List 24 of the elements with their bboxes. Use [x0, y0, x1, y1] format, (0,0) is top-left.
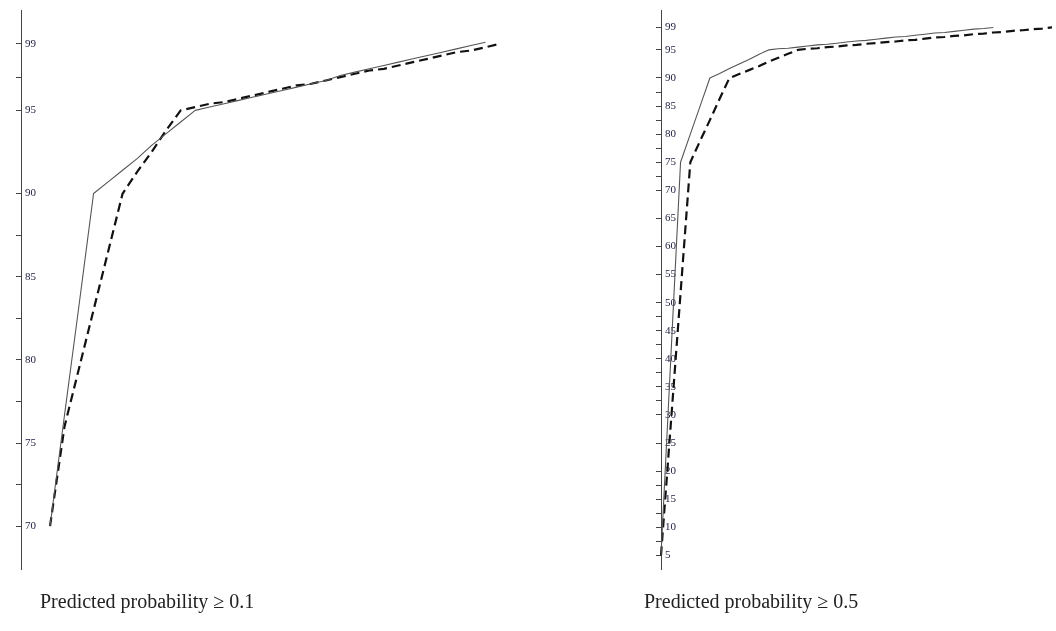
y-tick-label: 65 — [665, 211, 677, 224]
y-tick-label: 70 — [665, 183, 677, 196]
y-tick-label: 90 — [25, 186, 37, 199]
y-tick-label: 60 — [665, 239, 677, 252]
y-tick-label: 45 — [665, 323, 677, 336]
y-tick-label: 95 — [665, 42, 677, 55]
y-tick-label: 80 — [665, 127, 677, 140]
y-tick-label: 75 — [665, 155, 677, 168]
y-tick-label: 55 — [665, 267, 677, 280]
y-tick-label: 80 — [25, 352, 37, 365]
x-axis-title: Predicted probability ≥ 0.5 — [644, 590, 859, 613]
y-tick-label: 15 — [665, 492, 677, 505]
y-tick-label: 70 — [25, 519, 37, 532]
y-tick-label: 85 — [25, 269, 37, 282]
y-tick-label: 95 — [25, 103, 37, 116]
y-tick-label: 5 — [665, 548, 671, 561]
y-tick-label: 90 — [665, 70, 677, 83]
y-tick-label: 10 — [665, 520, 677, 533]
y-tick-label: 75 — [25, 435, 37, 448]
y-tick-label: 99 — [25, 36, 37, 49]
x-axis-title: Predicted probability ≥ 0.1 — [40, 590, 255, 613]
y-tick-label: 85 — [665, 98, 677, 111]
y-tick-label: 99 — [665, 20, 677, 33]
y-tick-label: 20 — [665, 464, 677, 477]
